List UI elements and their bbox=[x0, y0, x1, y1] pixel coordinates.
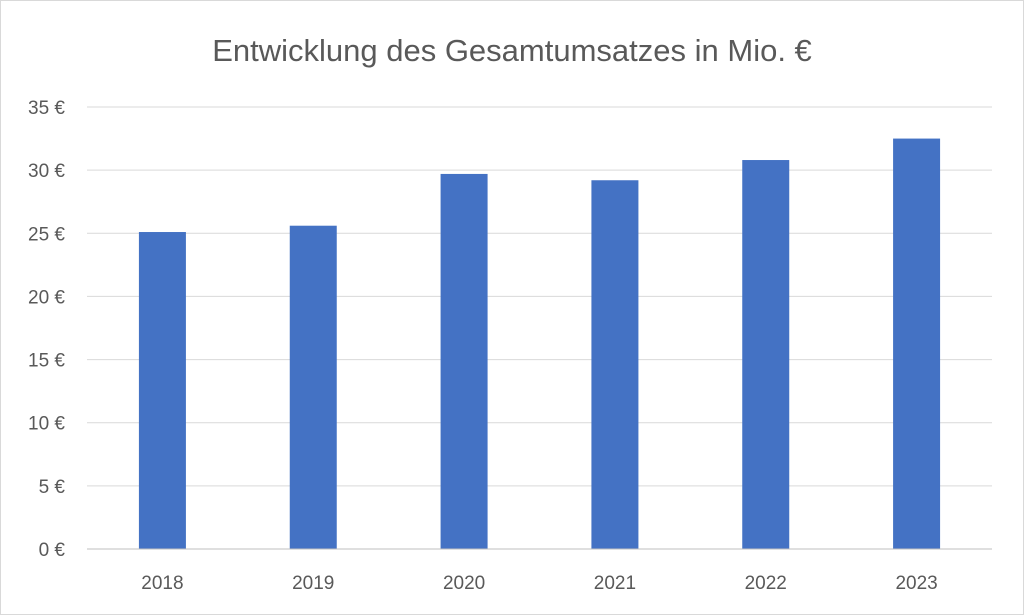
chart-title: Entwicklung des Gesamtumsatzes in Mio. € bbox=[212, 33, 812, 68]
y-axis-tick-labels: 0 € 5 € 10 € 15 € 20 € 25 € 30 € 35 € bbox=[28, 98, 65, 561]
x-tick-label: 2021 bbox=[594, 573, 636, 594]
bar bbox=[591, 180, 639, 549]
bar bbox=[440, 173, 488, 549]
y-tick-label: 35 € bbox=[28, 98, 65, 119]
y-tick-label: 10 € bbox=[28, 414, 65, 435]
y-tick-label: 0 € bbox=[39, 540, 66, 561]
bar bbox=[138, 232, 186, 549]
x-tick-label: 2019 bbox=[292, 573, 334, 594]
y-tick-label: 15 € bbox=[28, 351, 65, 372]
gridlines bbox=[87, 106, 992, 487]
x-tick-label: 2020 bbox=[443, 573, 485, 594]
y-tick-label: 25 € bbox=[28, 224, 65, 245]
y-tick-label: 5 € bbox=[39, 477, 66, 498]
x-tick-label: 2018 bbox=[141, 573, 183, 594]
bar bbox=[893, 138, 941, 550]
bar bbox=[742, 160, 790, 550]
y-tick-label: 20 € bbox=[28, 287, 65, 308]
x-tick-label: 2022 bbox=[745, 573, 787, 594]
bar-series bbox=[138, 138, 941, 550]
bar bbox=[289, 225, 337, 550]
y-tick-label: 30 € bbox=[28, 161, 65, 182]
x-tick-label: 2023 bbox=[895, 573, 937, 594]
x-axis-tick-labels: 2018 2019 2020 2021 2022 2023 bbox=[141, 573, 937, 594]
